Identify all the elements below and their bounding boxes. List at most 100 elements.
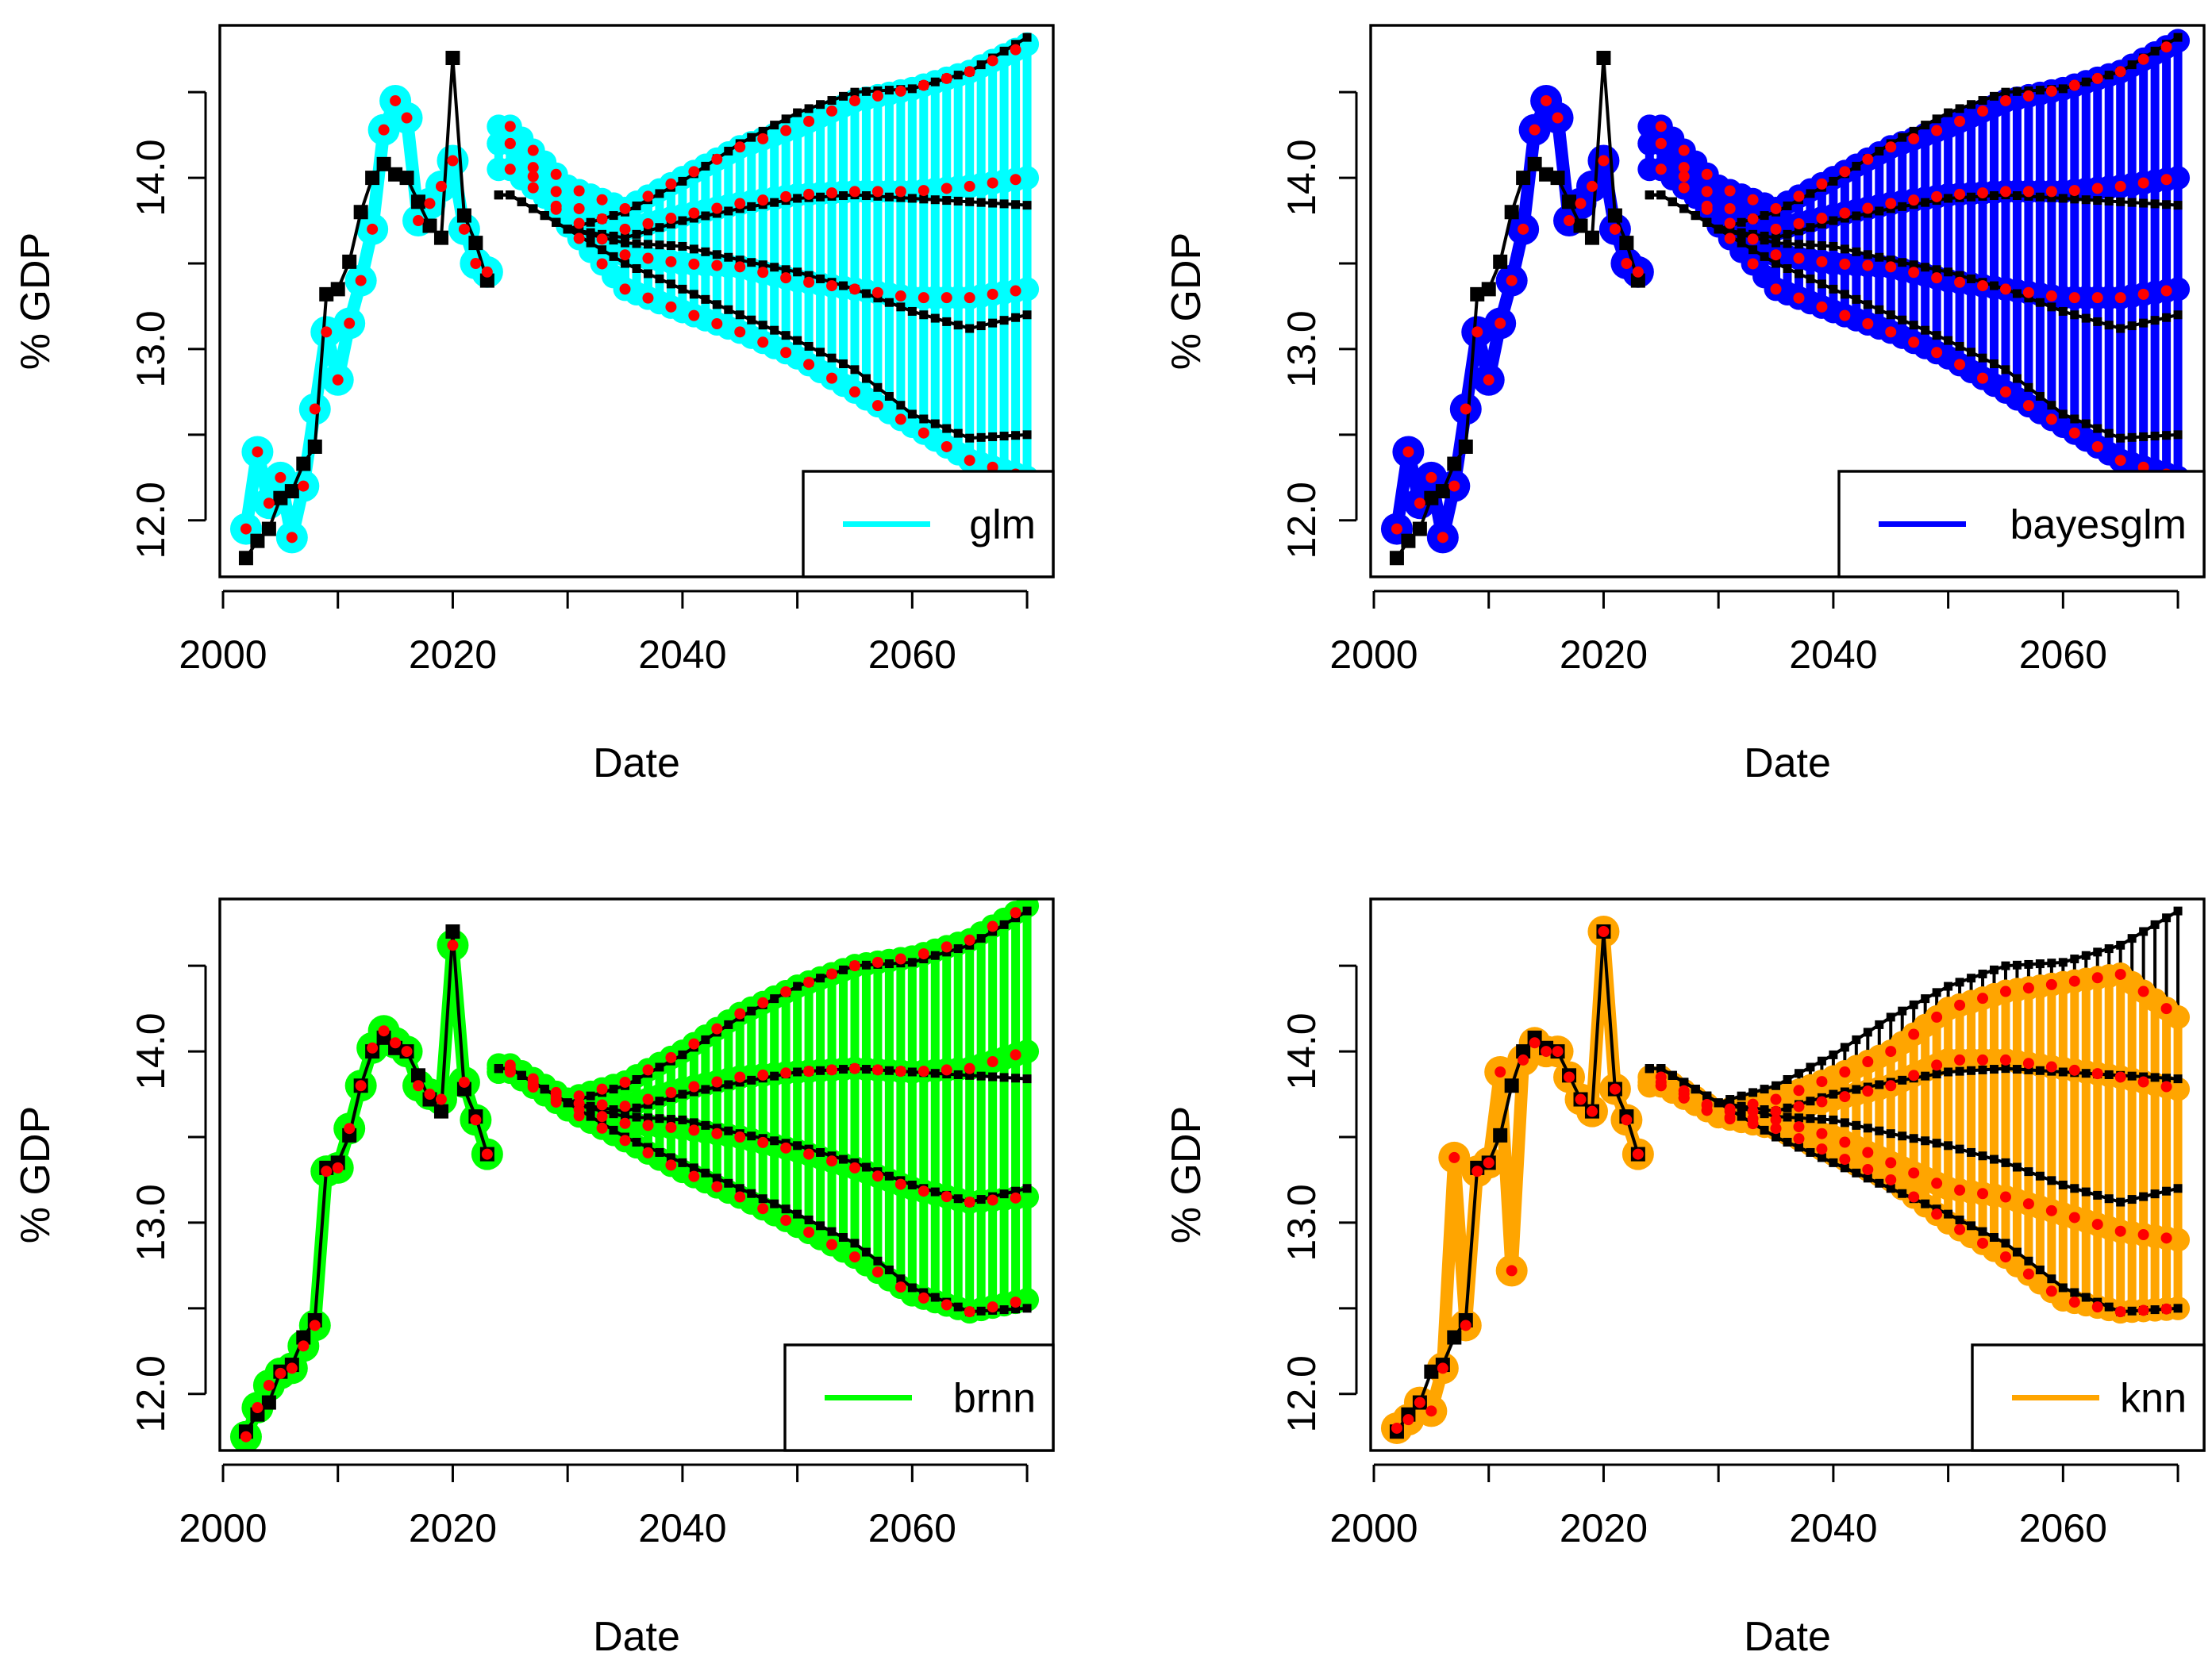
model-point	[596, 1111, 608, 1123]
reference-point	[1656, 1064, 1666, 1074]
reference-point	[1022, 906, 1032, 916]
model-point	[917, 79, 929, 91]
model-point	[2091, 972, 2103, 984]
fitted-history-point	[470, 1114, 482, 1126]
reference-point	[2116, 197, 2125, 206]
reference-point	[2127, 60, 2137, 70]
model-point	[2091, 1301, 2103, 1313]
reference-point	[1932, 1139, 1941, 1148]
reference-point	[1794, 1113, 1803, 1123]
reference-point	[942, 424, 952, 433]
model-point	[848, 386, 860, 398]
reference-point	[976, 1306, 986, 1316]
model-point	[550, 203, 562, 215]
reference-point	[1760, 236, 1769, 245]
reference-point	[1783, 201, 1792, 210]
observed-point	[284, 484, 299, 499]
reference-point	[1990, 965, 1998, 974]
reference-point	[494, 190, 503, 200]
reference-point	[2150, 46, 2160, 56]
reference-point	[999, 920, 1009, 929]
reference-point	[2081, 1187, 2091, 1197]
x-axis-title: Date	[1744, 740, 1831, 786]
observed-point	[445, 924, 460, 939]
model-point	[941, 440, 952, 452]
fitted-history-point	[1460, 1320, 1471, 1331]
reference-point	[1783, 229, 1792, 239]
model-point-halo	[2166, 1227, 2191, 1252]
model-point	[964, 934, 975, 946]
fitted-history-point	[447, 155, 459, 167]
reference-point	[2012, 1162, 2022, 1172]
reference-point	[2116, 940, 2125, 950]
reference-point	[930, 1069, 940, 1078]
reference-point	[2012, 1065, 2022, 1074]
model-point	[596, 258, 608, 270]
model-point	[1999, 1251, 2011, 1263]
reference-point	[1875, 146, 1884, 156]
reference-point	[1691, 211, 1700, 221]
fitted-history-point	[424, 198, 436, 209]
model-point	[803, 276, 815, 288]
reference-point	[1990, 1065, 1998, 1074]
model-point	[1793, 292, 1805, 304]
fitted-history-point	[1506, 275, 1518, 286]
fitted-history-point	[298, 480, 310, 492]
reference-point	[770, 1136, 779, 1146]
model-point	[665, 178, 677, 190]
reference-point	[1772, 1132, 1781, 1142]
model-point	[757, 194, 769, 206]
fitted-history-point	[378, 1025, 390, 1037]
reference-point	[1022, 1184, 1032, 1193]
model-point	[987, 1056, 998, 1068]
reference-point	[2127, 1306, 2137, 1316]
reference-point	[2173, 1184, 2183, 1193]
model-point	[688, 309, 700, 321]
model-point	[871, 956, 883, 968]
model-point	[2068, 1212, 2080, 1224]
model-point	[1839, 1136, 1851, 1148]
model-point	[1839, 309, 1851, 321]
model-point	[2160, 174, 2172, 186]
fitted-history-point	[481, 266, 493, 278]
legend: knn	[1971, 1343, 2206, 1452]
x-axis: 2000 2020 2040 2060	[1329, 590, 2179, 677]
reference-point	[747, 1131, 756, 1141]
model-point	[757, 267, 769, 279]
model-point	[596, 194, 608, 206]
reference-point	[1921, 994, 1930, 1004]
reference-point	[781, 114, 791, 124]
reference-point	[1967, 100, 1976, 109]
model-point	[2160, 1232, 2172, 1244]
model-point	[1977, 993, 1989, 1005]
model-point	[665, 1051, 677, 1063]
fitted-history-point	[401, 1046, 413, 1058]
reference-point	[907, 409, 917, 419]
reference-point	[1944, 108, 1953, 117]
reference-point	[999, 432, 1009, 441]
reference-point	[2116, 324, 2125, 333]
model-point	[1747, 1118, 1759, 1130]
reference-point	[1772, 233, 1781, 243]
model-point	[2160, 41, 2172, 53]
y-axis-title: % GDP	[13, 232, 59, 370]
reference-point	[701, 1035, 710, 1044]
reference-point	[1668, 1070, 1677, 1080]
reference-point	[884, 192, 894, 202]
reference-point	[1921, 1136, 1930, 1146]
reference-point	[1783, 263, 1792, 273]
reference-point	[2001, 1158, 2010, 1167]
reference-point	[2093, 317, 2102, 326]
reference-point	[1725, 1095, 1735, 1105]
reference-point	[2150, 1073, 2160, 1082]
observed-point	[1630, 273, 1645, 288]
reference-point	[1760, 1125, 1769, 1135]
reference-point	[1748, 245, 1758, 255]
reference-point	[884, 1171, 894, 1181]
reference-point	[2104, 321, 2114, 330]
reference-point	[529, 204, 538, 213]
x-tick-label: 2000	[179, 1506, 267, 1550]
reference-point	[2070, 1288, 2079, 1297]
reference-point	[770, 994, 779, 1004]
model-point	[1931, 347, 1943, 359]
